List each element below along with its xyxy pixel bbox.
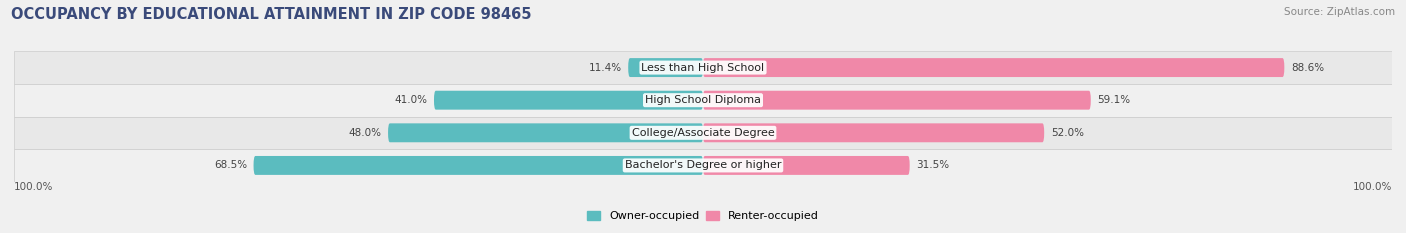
Legend: Owner-occupied, Renter-occupied: Owner-occupied, Renter-occupied (586, 211, 820, 221)
FancyBboxPatch shape (388, 123, 703, 142)
FancyBboxPatch shape (628, 58, 703, 77)
FancyBboxPatch shape (703, 58, 1284, 77)
Text: 59.1%: 59.1% (1097, 95, 1130, 105)
FancyBboxPatch shape (14, 149, 1392, 182)
FancyBboxPatch shape (703, 91, 1091, 110)
Text: 100.0%: 100.0% (1353, 182, 1392, 192)
Text: 11.4%: 11.4% (589, 63, 621, 72)
Text: 41.0%: 41.0% (395, 95, 427, 105)
FancyBboxPatch shape (703, 156, 910, 175)
Text: 31.5%: 31.5% (917, 161, 949, 170)
Text: OCCUPANCY BY EDUCATIONAL ATTAINMENT IN ZIP CODE 98465: OCCUPANCY BY EDUCATIONAL ATTAINMENT IN Z… (11, 7, 531, 22)
FancyBboxPatch shape (434, 91, 703, 110)
FancyBboxPatch shape (253, 156, 703, 175)
Text: 88.6%: 88.6% (1291, 63, 1324, 72)
Text: Bachelor's Degree or higher: Bachelor's Degree or higher (624, 161, 782, 170)
Text: 100.0%: 100.0% (14, 182, 53, 192)
Text: Less than High School: Less than High School (641, 63, 765, 72)
Text: 52.0%: 52.0% (1050, 128, 1084, 138)
FancyBboxPatch shape (14, 116, 1392, 149)
Text: 48.0%: 48.0% (349, 128, 381, 138)
Text: 68.5%: 68.5% (214, 161, 247, 170)
Text: College/Associate Degree: College/Associate Degree (631, 128, 775, 138)
FancyBboxPatch shape (14, 84, 1392, 116)
Text: Source: ZipAtlas.com: Source: ZipAtlas.com (1284, 7, 1395, 17)
FancyBboxPatch shape (14, 51, 1392, 84)
Text: High School Diploma: High School Diploma (645, 95, 761, 105)
FancyBboxPatch shape (703, 123, 1045, 142)
